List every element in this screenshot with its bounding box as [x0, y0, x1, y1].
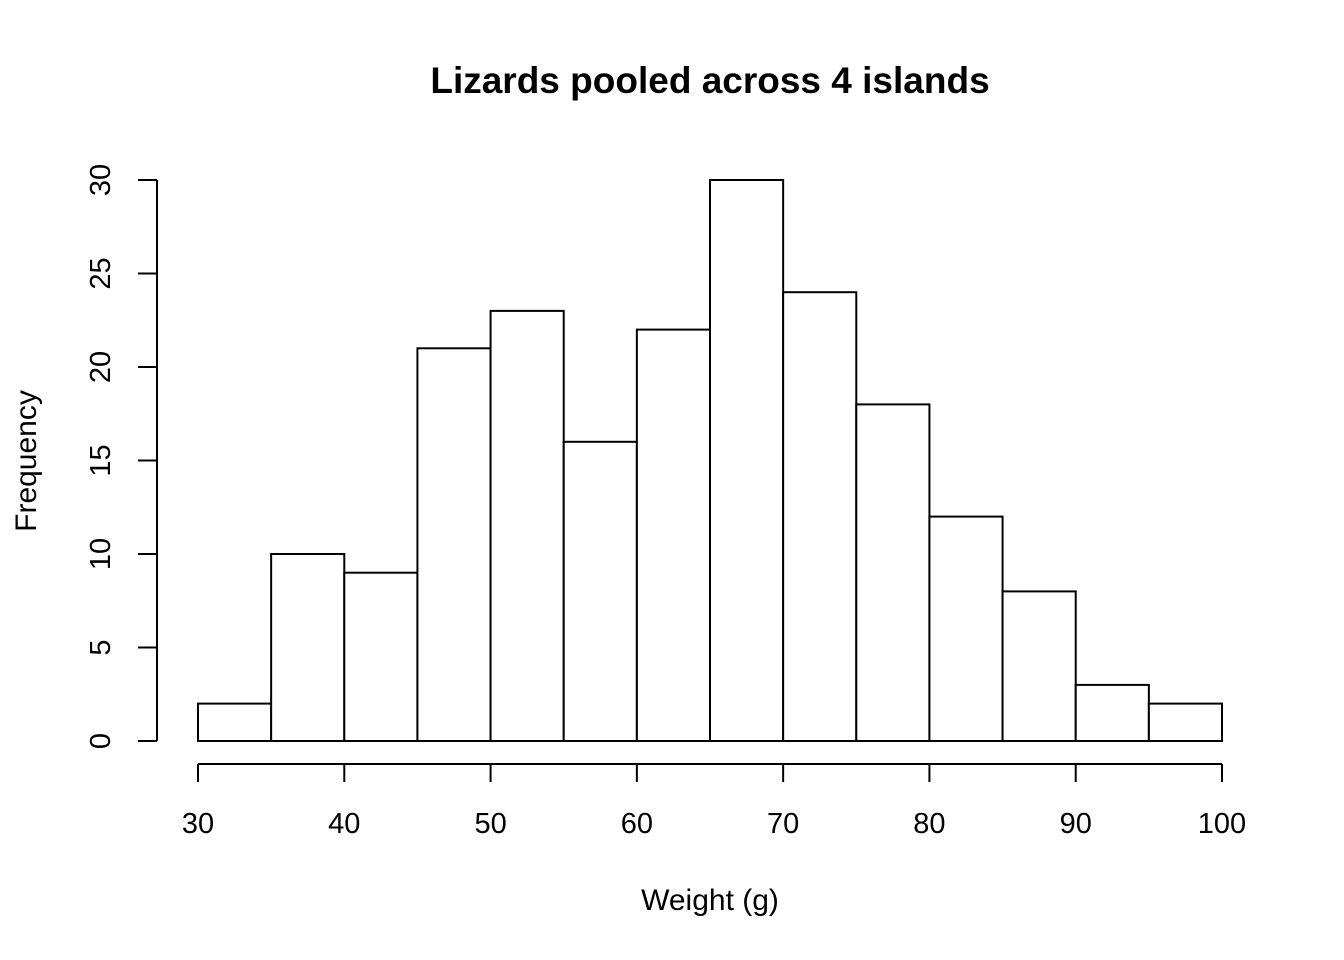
histogram-bar [343, 571, 419, 743]
y-tick-label: 0 [85, 733, 117, 749]
y-tick-label: 5 [85, 639, 117, 655]
x-tick-label: 90 [1060, 808, 1092, 840]
histogram-bar [489, 309, 565, 742]
histogram-bar [197, 702, 273, 742]
x-axis-label: Weight (g) [641, 884, 779, 917]
y-tick-label: 30 [85, 164, 117, 196]
y-tick-label: 15 [85, 444, 117, 476]
histogram-bar [709, 179, 785, 742]
y-tick-label: 25 [85, 257, 117, 289]
histogram-bar [635, 328, 711, 742]
x-tick-label: 40 [328, 808, 360, 840]
x-tick-label: 80 [913, 808, 945, 840]
y-tick-label: 10 [85, 538, 117, 570]
histogram-bar [1001, 590, 1077, 743]
histogram-bar [782, 291, 858, 742]
y-axis-label: Frequency [10, 390, 43, 532]
histogram-bar [416, 347, 492, 742]
chart-title: Lizards pooled across 4 islands [430, 60, 989, 101]
x-tick-label: 100 [1198, 808, 1246, 840]
x-tick-label: 30 [182, 808, 214, 840]
y-axis: 0 5 10 15 20 25 30 [85, 164, 158, 749]
histogram-bar [928, 515, 1004, 742]
histogram-bar [562, 440, 638, 742]
bars-group [197, 179, 1224, 743]
y-tick-label: 20 [85, 351, 117, 383]
histogram-bar [1074, 683, 1150, 743]
x-tick-label: 70 [767, 808, 799, 840]
histogram-bar [855, 403, 931, 742]
histogram-bar [1147, 702, 1224, 742]
histogram-bar [270, 553, 346, 742]
x-tick-label: 60 [621, 808, 653, 840]
x-axis: 30 40 50 60 70 80 90 100 [182, 763, 1246, 840]
x-tick-label: 50 [474, 808, 506, 840]
